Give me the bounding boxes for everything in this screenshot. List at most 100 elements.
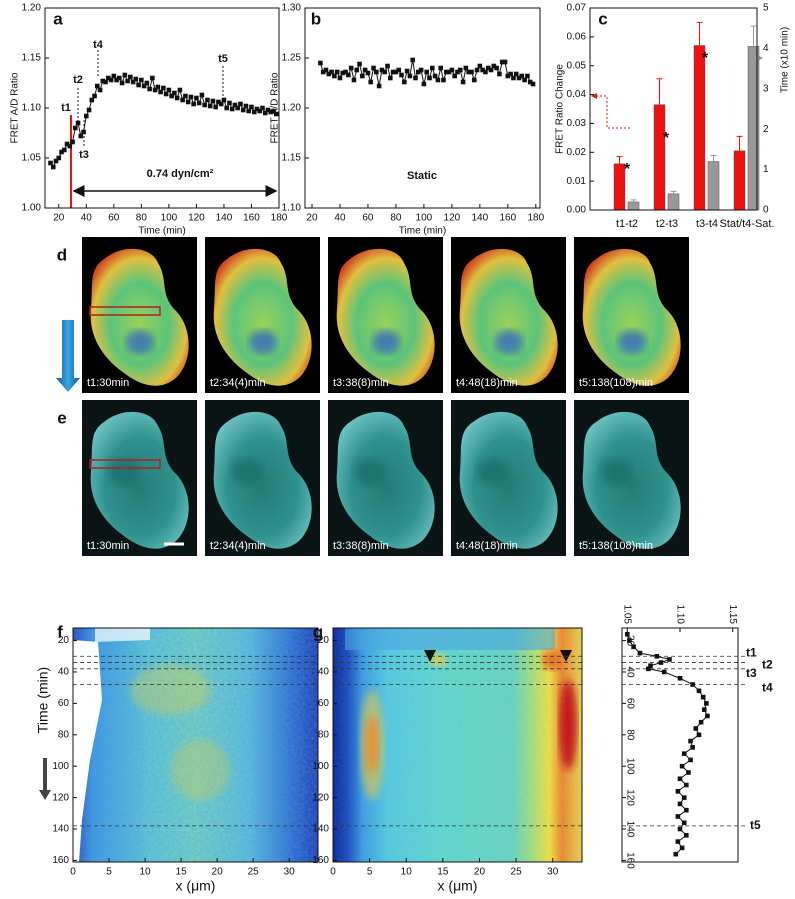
x-tick-label: 120 [444,213,461,224]
y-tick-label: 120 [52,792,69,803]
data-point [268,109,274,115]
y2-axis-label: Time (x10 min) [780,27,791,93]
y-tick-label: 0.01 [567,176,587,187]
annotation: t1 [746,645,757,659]
y-tick-label: 80 [624,729,635,741]
data-point [390,69,396,75]
nucleus [108,458,140,486]
data-point [661,669,667,675]
data-point [382,69,388,75]
data-point [684,833,689,838]
data-point [111,73,117,79]
micrograph: t2:34(4)min [205,400,320,556]
micrograph: t5:138(108)min [574,400,689,556]
data-point [441,77,446,83]
data-point [86,107,92,113]
micrograph: t2:34(4)min [205,237,320,393]
data-point [374,69,379,75]
data-line [626,634,709,855]
plot-frame [332,627,583,863]
data-point [667,657,672,662]
data-point [466,69,471,75]
x-tick-label: 40 [334,213,346,224]
micrograph: t3:38(8)min [328,400,443,556]
y-tick-label: 0.03 [567,118,587,129]
x-tick-label: 60 [362,213,374,224]
data-point [97,87,103,93]
data-point [648,663,653,668]
data-point [337,75,343,81]
plot-frame [589,7,758,211]
heatmap-f-image [73,628,318,862]
data-point [257,108,263,114]
data-point [232,102,238,108]
row-label: e [57,408,66,427]
x-tick-label: 30 [547,867,559,878]
data-point [677,826,683,832]
micrograph: t3:38(8)min [328,237,443,393]
data-point [221,97,227,103]
data-point [180,97,185,103]
data-point [429,65,435,71]
data-point [83,113,89,119]
y2-tick-label: 2 [763,124,769,135]
data-point [631,644,636,650]
data-point [681,751,687,756]
data-point [64,141,70,147]
cell-spot [495,330,523,354]
data-point [421,81,427,87]
cell-spot [618,330,646,354]
data-point [108,77,114,83]
data-point [130,79,136,85]
annotation: t3 [746,666,757,680]
data-point [125,78,130,84]
x-tick-label: 10 [139,867,151,878]
caption: t4:48(18)min [456,540,518,552]
x-tick-label: 15 [176,867,188,878]
data-point [323,67,329,73]
data-point [194,95,199,101]
y-tick-label: 1.15 [282,153,302,164]
data-point [432,73,438,79]
flow-arrow [56,320,80,392]
cell-spot [372,330,400,354]
caption: t3:38(8)min [333,377,389,389]
data-point [505,73,511,79]
x-tick-label: 25 [511,867,523,878]
data-point [81,129,86,135]
data-point [202,102,207,108]
micrograph: t5:138(108)min [574,237,689,393]
data-point [362,67,368,73]
nucleus [231,458,263,486]
data-point [693,726,699,731]
data-point [365,70,371,76]
data-point [243,103,249,109]
data-point [452,73,457,79]
data-point [530,81,536,87]
data-point [654,653,660,659]
x-tick-label: t1-t2 [616,218,638,230]
data-point [424,69,429,75]
data-point [122,72,128,78]
data-point [677,675,683,681]
data-point [416,69,421,75]
data-point [483,69,488,75]
data-point [216,99,221,105]
data-point [418,67,424,73]
cell [459,411,558,549]
x-tick-label: 1.05 [622,605,633,625]
data-point [508,71,513,77]
data-point [460,79,466,85]
x-tick-label: 140 [216,213,233,224]
data-point [700,694,706,700]
bar [693,45,706,211]
bar [627,201,640,211]
y-tick-label: 1.30 [282,3,302,14]
y2-tick-label: 5 [763,3,769,14]
data-point [53,158,59,164]
data-point [704,701,709,706]
micrograph: t4:48(18)min [451,400,566,556]
data-point [427,75,432,81]
plot-frame [44,7,280,209]
